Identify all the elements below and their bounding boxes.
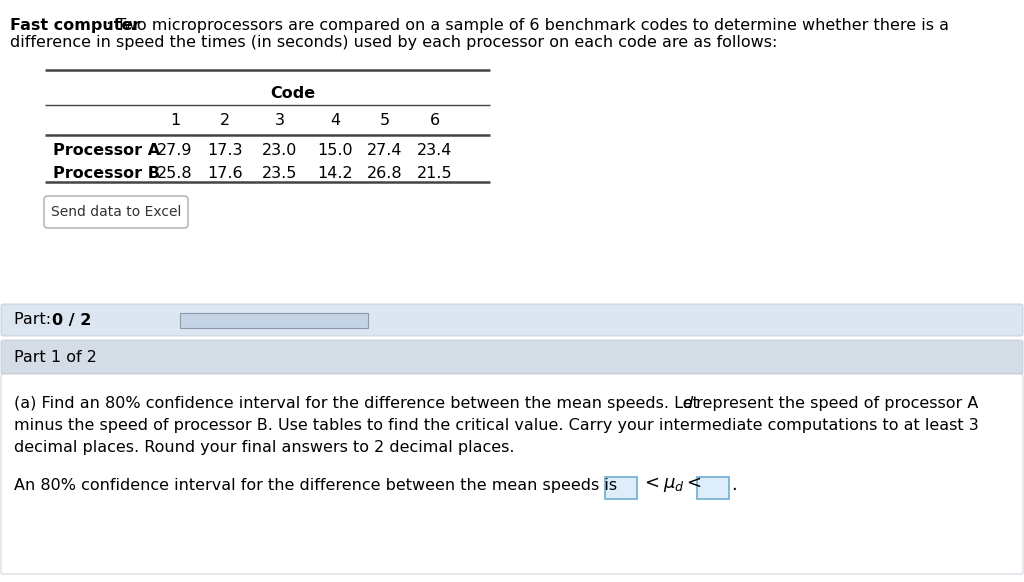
Text: represent the speed of processor A: represent the speed of processor A	[691, 396, 978, 411]
Text: (a) Find an 80% confidence interval for the difference between the mean speeds. : (a) Find an 80% confidence interval for …	[14, 396, 705, 411]
Text: 17.6: 17.6	[207, 166, 243, 181]
Text: Send data to Excel: Send data to Excel	[51, 205, 181, 219]
Text: 25.8: 25.8	[158, 166, 193, 181]
Text: 15.0: 15.0	[317, 143, 353, 158]
Text: 26.8: 26.8	[368, 166, 402, 181]
Bar	[605, 477, 637, 499]
Text: 6: 6	[430, 113, 440, 128]
Text: Fast computer: Fast computer	[10, 18, 140, 33]
Text: minus the speed of processor B. Use tables to find the critical value. Carry you: minus the speed of processor B. Use tabl…	[14, 418, 979, 433]
Bar	[180, 313, 368, 328]
FancyBboxPatch shape	[1, 304, 1023, 336]
Text: : Two microprocessors are compared on a sample of 6 benchmark codes to determine: : Two microprocessors are compared on a …	[106, 18, 949, 33]
Text: Code: Code	[270, 86, 315, 101]
Text: difference in speed the times (in seconds) used by each processor on each code a: difference in speed the times (in second…	[10, 35, 777, 50]
Text: Processor A: Processor A	[53, 143, 160, 158]
FancyBboxPatch shape	[1, 340, 1023, 374]
Text: $< \mu_d <$: $< \mu_d <$	[641, 475, 701, 495]
FancyBboxPatch shape	[44, 196, 188, 228]
Text: 2: 2	[220, 113, 230, 128]
Text: 27.4: 27.4	[368, 143, 402, 158]
Text: Part 1 of 2: Part 1 of 2	[14, 350, 97, 364]
Text: 0 / 2: 0 / 2	[52, 313, 91, 328]
Text: 21.5: 21.5	[417, 166, 453, 181]
Text: 3: 3	[275, 113, 285, 128]
Text: Processor B: Processor B	[53, 166, 160, 181]
Text: 23.0: 23.0	[262, 143, 298, 158]
Text: An 80% confidence interval for the difference between the mean speeds is: An 80% confidence interval for the diffe…	[14, 478, 617, 493]
Text: 5: 5	[380, 113, 390, 128]
Text: .: .	[731, 476, 736, 494]
Text: 1: 1	[170, 113, 180, 128]
Bar	[697, 477, 729, 499]
Text: 17.3: 17.3	[207, 143, 243, 158]
Text: 14.2: 14.2	[317, 166, 353, 181]
FancyBboxPatch shape	[1, 374, 1023, 574]
Text: 27.9: 27.9	[158, 143, 193, 158]
Text: 23.4: 23.4	[418, 143, 453, 158]
Text: d: d	[682, 396, 692, 411]
Text: Part:: Part:	[14, 313, 56, 328]
Text: decimal places. Round your final answers to 2 decimal places.: decimal places. Round your final answers…	[14, 440, 514, 455]
Text: 4: 4	[330, 113, 340, 128]
Text: 23.5: 23.5	[262, 166, 298, 181]
